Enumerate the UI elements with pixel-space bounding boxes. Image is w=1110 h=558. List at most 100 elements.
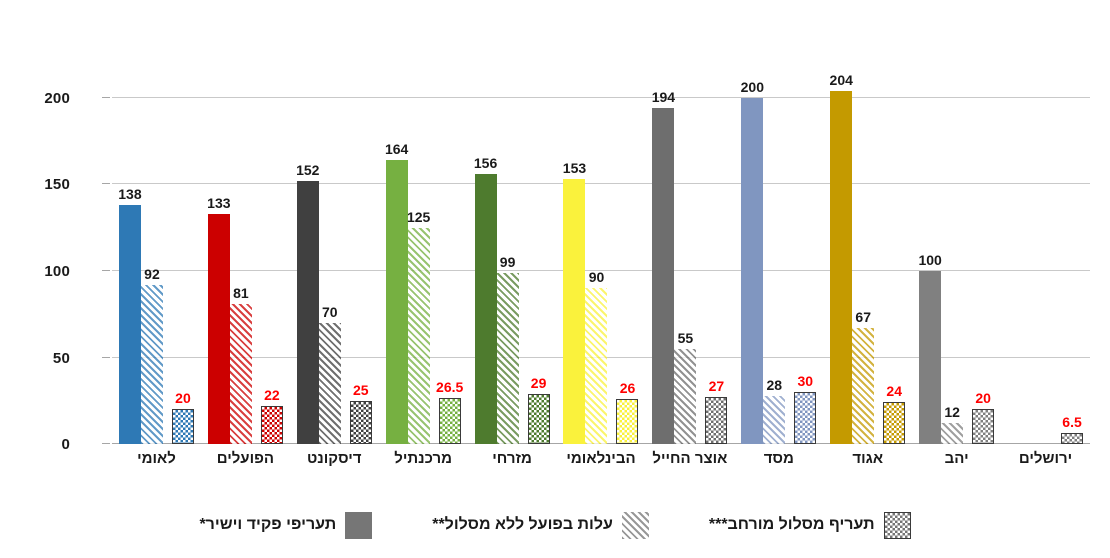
bar-value-label: 164 — [384, 141, 409, 158]
bar-value-label: 27 — [708, 378, 725, 395]
bar-value-label: 153 — [562, 160, 587, 177]
bar[interactable] — [496, 272, 519, 444]
bar-slot: 20 — [972, 72, 995, 444]
bar[interactable] — [883, 402, 906, 444]
bar[interactable] — [674, 348, 697, 444]
bar-group: 133 81 22 — [201, 72, 290, 444]
x-axis-labels: לאומי הפועלים דיסקונט מרכנתיל מזרחי הבינלאומי… — [112, 450, 1090, 484]
y-axis-tick — [102, 269, 110, 271]
bar[interactable] — [171, 409, 194, 444]
gridline — [112, 269, 1090, 271]
bar-slot: 152 — [296, 72, 319, 444]
bar-slot: 125 — [407, 72, 430, 444]
bar-value-label: 26.5 — [436, 379, 464, 396]
x-axis-category-label: ירושלים — [1018, 450, 1073, 467]
y-axis-tick — [102, 96, 110, 98]
bar[interactable] — [296, 181, 319, 444]
y-axis-tick-label: 50 — [52, 349, 70, 367]
bar[interactable] — [741, 97, 764, 444]
legend-swatch-checker-icon — [883, 511, 911, 539]
bar[interactable] — [763, 395, 786, 444]
bar[interactable] — [563, 179, 586, 444]
bar[interactable] — [140, 284, 163, 444]
bar-slot: 200 — [741, 72, 764, 444]
bar-value-label: 22 — [264, 386, 280, 403]
bar-value-label: 30 — [797, 373, 814, 390]
bar[interactable] — [318, 322, 341, 444]
legend-item[interactable]: תעריפי פקיד וישיר* — [199, 511, 373, 539]
bar-slot: 55 — [674, 72, 697, 444]
bar-slot: 194 — [652, 72, 675, 444]
bar[interactable] — [1061, 432, 1084, 444]
bar[interactable] — [705, 397, 728, 444]
bar-group: 204 67 24 — [823, 72, 912, 444]
bar-group: 194 55 27 — [645, 72, 734, 444]
y-axis-tick-label: 150 — [44, 176, 70, 194]
y-axis-tick — [102, 443, 110, 444]
bar-value-label: 125 — [406, 208, 431, 225]
bar[interactable] — [385, 160, 408, 444]
gridline — [112, 96, 1090, 98]
bar[interactable] — [941, 423, 964, 444]
bar[interactable] — [830, 91, 853, 444]
legend-label: עלות בפועל ללא מסלול** — [432, 516, 613, 533]
bar-slot: 99 — [496, 72, 519, 444]
bar[interactable] — [652, 108, 675, 444]
bar-value-label: 156 — [473, 155, 498, 172]
bar-value-label: 55 — [677, 329, 694, 346]
x-axis-category-label: אגוד — [852, 450, 884, 467]
bar[interactable] — [349, 400, 372, 444]
bar-slot: 24 — [883, 72, 906, 444]
y-axis-tick — [102, 183, 110, 185]
bar-value-label: 20 — [975, 390, 991, 407]
bar[interactable] — [527, 393, 550, 444]
bar[interactable] — [407, 227, 430, 444]
bar-value-label: 194 — [651, 89, 676, 106]
bar[interactable] — [616, 399, 639, 444]
bar-slot: 100 — [918, 72, 942, 444]
bar-slot: 92 — [140, 72, 163, 444]
legend-swatch-solid-icon — [345, 511, 373, 539]
bar[interactable] — [794, 392, 817, 444]
bar-slot: 27 — [705, 72, 728, 444]
bar-groups: 138 92 20 133 81 22 152 70 25 164 125 26.5 156 99 29 15… — [112, 72, 1090, 444]
legend-label: תעריף מסלול מורחב*** — [708, 516, 875, 533]
legend-swatch-diagonal-stripe-icon — [621, 511, 649, 539]
bar-value-label: 26 — [619, 380, 636, 397]
bar-value-label: 6.5 — [1062, 413, 1082, 430]
bar[interactable] — [585, 288, 608, 444]
bar-slot: 90 — [585, 72, 608, 444]
bar-slot: 133 — [207, 72, 231, 444]
bar-value-label: 133 — [207, 194, 231, 211]
bar-value-label: 20 — [175, 390, 191, 407]
bar[interactable] — [852, 328, 875, 444]
bar-slot: 67 — [852, 72, 875, 444]
chart-legend: תעריפי פקיד וישיר* עלות בפועל ללא מסלול**… — [0, 505, 1110, 545]
bar-value-label: 204 — [829, 72, 853, 89]
bar[interactable] — [474, 174, 497, 444]
bar[interactable] — [118, 205, 141, 444]
bar-slot: 81 — [229, 72, 252, 444]
plot-area: 0 50 100 150 200 138 92 20 133 81 22 152 70 25 164 125… — [44, 72, 1090, 453]
bar[interactable] — [207, 213, 230, 444]
bar-group: 156 99 29 — [468, 72, 557, 444]
bar-value-label: 28 — [766, 376, 783, 393]
bar-slot: 156 — [474, 72, 497, 444]
x-axis-category-label: לאומי — [137, 450, 176, 467]
bar-slot: 26 — [616, 72, 639, 444]
bar[interactable] — [919, 270, 942, 444]
bar-slot: 30 — [794, 72, 817, 444]
bar-value-label: 99 — [499, 253, 516, 270]
bar-value-label: 138 — [118, 186, 142, 203]
bar-value-label: 100 — [918, 251, 942, 268]
legend-item[interactable]: תעריף מסלול מורחב*** — [708, 511, 911, 539]
bar-value-label: 24 — [886, 383, 902, 400]
bar-slot: 153 — [563, 72, 586, 444]
bar[interactable] — [260, 405, 283, 444]
bar[interactable] — [972, 409, 995, 444]
bar-slot: 25 — [349, 72, 372, 444]
legend-label: תעריפי פקיד וישיר* — [199, 516, 337, 533]
legend-item[interactable]: עלות בפועל ללא מסלול** — [432, 511, 649, 539]
bar[interactable] — [438, 398, 461, 444]
bar[interactable] — [229, 303, 252, 444]
